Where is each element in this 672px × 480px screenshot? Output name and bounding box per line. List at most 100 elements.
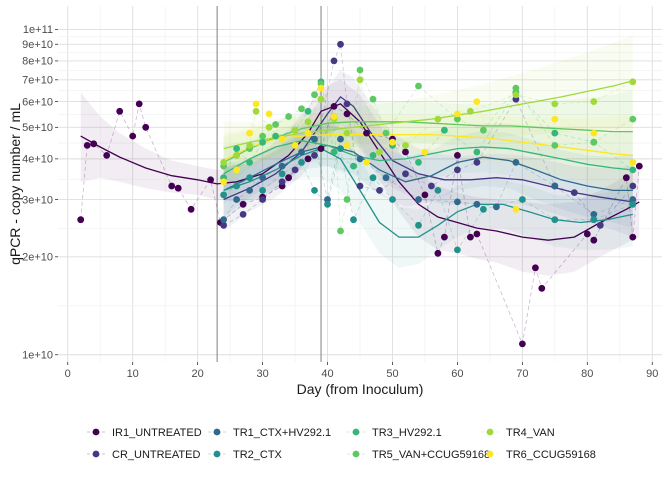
y-axis-title: qPCR - copy number / mL (7, 103, 23, 265)
legend-key-dot (352, 428, 360, 436)
data-point (259, 196, 266, 203)
data-point (285, 174, 292, 182)
data-point (441, 233, 448, 241)
data-point (285, 113, 292, 120)
x-tick-label: 90 (646, 368, 658, 380)
data-point (233, 152, 241, 159)
data-point (278, 170, 286, 178)
y-tick-label: 2e+10 (22, 252, 53, 264)
y-tick-label: 5e+10 (22, 122, 53, 134)
data-point (538, 284, 546, 292)
data-point (551, 129, 559, 137)
data-point (551, 216, 559, 224)
data-point (512, 84, 520, 92)
data-point (265, 110, 273, 118)
data-point (402, 148, 409, 156)
data-point (252, 107, 260, 115)
legend-label: TR3_HV292.1 (372, 427, 442, 439)
data-point (129, 132, 137, 140)
data-point (233, 145, 241, 153)
data-point (421, 191, 429, 199)
data-point (272, 121, 279, 128)
data-point (382, 129, 390, 137)
data-point (590, 129, 598, 137)
data-point (311, 91, 318, 99)
legend-key-dot (486, 450, 494, 458)
data-point (90, 140, 98, 148)
data-point (369, 152, 377, 159)
data-point (376, 187, 383, 194)
data-point (389, 138, 396, 146)
connector-TR6_CCUG59168 (223, 86, 634, 211)
data-point (363, 129, 370, 137)
data-point (246, 159, 254, 166)
data-point (233, 182, 241, 190)
legend-key-dot (213, 428, 221, 436)
data-point (278, 162, 286, 170)
data-point (473, 230, 481, 238)
data-points (77, 40, 643, 348)
data-point (590, 216, 598, 224)
x-tick-label: 40 (321, 368, 333, 380)
data-point (343, 196, 351, 203)
data-point (103, 152, 111, 159)
data-point (246, 174, 254, 182)
data-point (220, 191, 228, 199)
y-tick-label: 4e+10 (22, 154, 53, 166)
y-tick-label: 9e+10 (22, 39, 53, 51)
data-point (415, 159, 422, 166)
data-point (402, 142, 409, 149)
data-point (376, 148, 383, 156)
data-point (317, 95, 325, 103)
data-point (291, 126, 299, 134)
data-point (246, 129, 254, 137)
data-point (259, 132, 266, 140)
data-point (551, 115, 559, 123)
data-point (116, 107, 124, 115)
data-point (356, 76, 364, 84)
data-point (291, 142, 299, 149)
data-point (551, 142, 559, 149)
data-point (493, 203, 500, 211)
trend-TR6_CCUG59168 (223, 133, 633, 162)
data-point (467, 233, 474, 241)
data-point (583, 230, 591, 238)
data-point (174, 184, 182, 192)
data-point (304, 118, 312, 126)
data-point (519, 196, 526, 203)
legend-label: IR1_UNTREATED (112, 427, 202, 439)
data-point (473, 98, 481, 105)
data-point (337, 145, 344, 153)
data-point (239, 211, 247, 218)
data-point (350, 216, 357, 224)
data-point (454, 115, 461, 123)
legend-key-dot (352, 450, 360, 458)
y-axis-ticks: 1e+10 2e+10 3e+10 4e+10 5e+10 6e+10 7e+10 8e+10… (22, 24, 58, 362)
data-point (265, 123, 273, 131)
data-point (590, 211, 598, 218)
data-point (330, 57, 338, 65)
y-tick-label: 8e+10 (22, 56, 53, 68)
data-point (382, 174, 390, 182)
data-point (272, 132, 279, 140)
x-axis-title: Day (from Inoculum) (297, 381, 424, 397)
data-point (629, 78, 637, 86)
data-point (415, 221, 422, 229)
data-point (187, 205, 195, 213)
x-tick-label: 20 (192, 368, 204, 380)
data-point (298, 105, 305, 113)
band-TR5_VAN+CCUG59168 (223, 90, 633, 189)
data-point (590, 98, 598, 105)
connector-TR4_VAN (223, 79, 633, 163)
data-point (278, 135, 286, 143)
data-point (590, 138, 598, 146)
data-point (343, 129, 351, 137)
data-point (467, 107, 474, 115)
x-tick-label: 60 (451, 368, 463, 380)
legend-label: CR_UNTREATED (112, 449, 200, 461)
band-IR1_UNTREATED (80, 79, 640, 276)
data-point (512, 91, 520, 99)
data-point (252, 100, 260, 108)
data-point (278, 178, 286, 186)
